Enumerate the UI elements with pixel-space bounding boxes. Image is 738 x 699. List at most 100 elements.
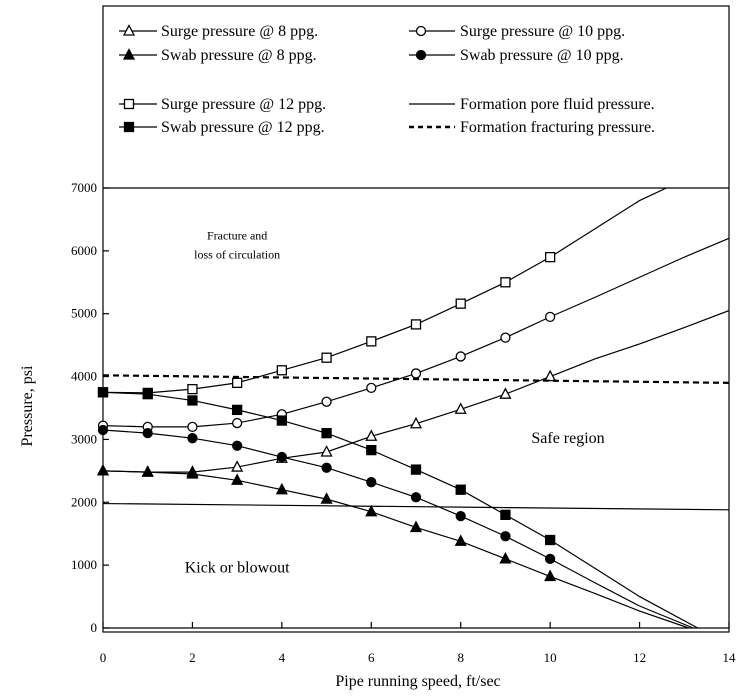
region-annotation: Safe region	[531, 430, 604, 447]
legend-entry: Surge pressure @ 8 ppg.	[119, 23, 318, 40]
data-point	[500, 332, 511, 343]
x-tick-label: 2	[189, 650, 196, 665]
data-point	[187, 421, 198, 433]
legend-marker	[123, 121, 135, 133]
data-point	[365, 429, 378, 441]
y-tick-label: 2000	[71, 494, 97, 509]
y-tick-label: 1000	[71, 557, 97, 572]
data-point	[544, 569, 557, 582]
data-point	[455, 298, 466, 309]
legend-entry: Swab pressure @ 10 ppg.	[409, 47, 624, 64]
legend: Surge pressure @ 8 ppg. Swab pressure @ 8…	[119, 23, 655, 136]
data-point	[187, 395, 198, 406]
region-annotation: Fracture and	[207, 229, 267, 243]
data-point	[499, 551, 512, 564]
data-point	[276, 451, 288, 463]
y-tick-label: 5000	[71, 306, 97, 321]
legend-entry: Formation pore fluid pressure.	[409, 96, 655, 113]
data-point	[187, 433, 198, 444]
data-point	[366, 444, 377, 456]
data-point	[321, 427, 332, 439]
legend-entry: Swab pressure @ 12 ppg.	[119, 119, 325, 136]
region-annotation: Kick or blowout	[185, 560, 290, 577]
series-line	[103, 188, 667, 394]
legend-entry: Formation fracturing pressure.	[409, 119, 655, 136]
data-point	[275, 482, 288, 495]
data-point	[97, 424, 109, 436]
data-point	[321, 352, 332, 363]
x-tick-label: 8	[457, 650, 464, 665]
data-point	[141, 465, 154, 477]
legend-marker	[122, 24, 136, 36]
data-point	[544, 534, 556, 546]
data-point	[410, 368, 422, 379]
data-point	[366, 336, 377, 347]
legend-label: Surge pressure @ 8 ppg.	[161, 23, 318, 40]
axes: 0 2 4 6 8 10 12 14 0 1000 2000 3000 4000 5000 6000 7000	[71, 180, 736, 665]
data-point	[231, 404, 243, 416]
data-point	[544, 311, 556, 323]
data-point	[231, 377, 243, 389]
data-point	[231, 460, 244, 472]
data-point	[544, 553, 556, 565]
data-point	[544, 369, 557, 382]
x-axis-title: Pipe running speed, ft/sec	[335, 673, 500, 690]
series-layer	[96, 188, 729, 629]
data-point	[321, 462, 332, 473]
data-point	[455, 510, 466, 522]
data-point	[500, 509, 511, 521]
plot-area	[102, 5, 730, 633]
data-point	[321, 396, 332, 407]
data-point	[231, 417, 243, 429]
data-point	[500, 277, 511, 288]
x-tick-label: 4	[279, 650, 286, 665]
data-point	[455, 351, 466, 362]
legend-entry: Surge pressure @ 10 ppg.	[409, 23, 625, 40]
data-point	[187, 383, 198, 395]
legend-label: Swab pressure @ 12 ppg.	[161, 119, 325, 136]
legend-marker	[123, 98, 135, 110]
y-axis-title: Pressure, psi	[19, 365, 36, 446]
legend-marker	[122, 48, 136, 60]
data-point	[499, 387, 512, 399]
data-point	[454, 534, 467, 546]
data-point	[142, 389, 153, 400]
legend-label: Surge pressure @ 12 ppg.	[161, 96, 326, 113]
data-point	[409, 520, 423, 533]
series-line	[103, 470, 689, 629]
data-point	[276, 365, 288, 376]
annotation-layer: Fracture and loss of circulation Safe regi…	[185, 229, 605, 577]
series-line	[103, 429, 694, 629]
y-tick-label: 4000	[71, 369, 97, 384]
series-6	[97, 387, 698, 629]
data-point	[410, 464, 422, 475]
data-point	[142, 427, 153, 439]
x-tick-label: 0	[100, 650, 107, 665]
data-point	[366, 477, 377, 488]
data-point	[410, 492, 422, 503]
legend-label: Surge pressure @ 10 ppg.	[460, 23, 625, 40]
series-8	[103, 374, 729, 384]
data-point	[320, 492, 333, 504]
series-line	[103, 502, 729, 511]
data-point	[544, 251, 556, 263]
x-tick-label: 6	[368, 650, 375, 665]
x-tick-label: 12	[633, 650, 646, 665]
data-point	[366, 382, 377, 394]
data-point	[320, 445, 333, 457]
series-line	[103, 374, 729, 384]
x-tick-label: 14	[723, 650, 737, 665]
data-point	[186, 467, 199, 479]
y-tick-label: 0	[91, 620, 98, 635]
data-point	[409, 416, 423, 429]
y-tick-label: 3000	[71, 431, 97, 446]
legend-label: Swab pressure @ 8 ppg.	[161, 47, 317, 64]
data-point	[454, 402, 467, 414]
series-5	[97, 188, 667, 399]
data-point	[96, 463, 110, 476]
series-4	[97, 424, 694, 629]
legend-entry: Surge pressure @ 12 ppg.	[119, 96, 326, 113]
data-point	[410, 319, 422, 330]
data-point	[500, 531, 511, 542]
